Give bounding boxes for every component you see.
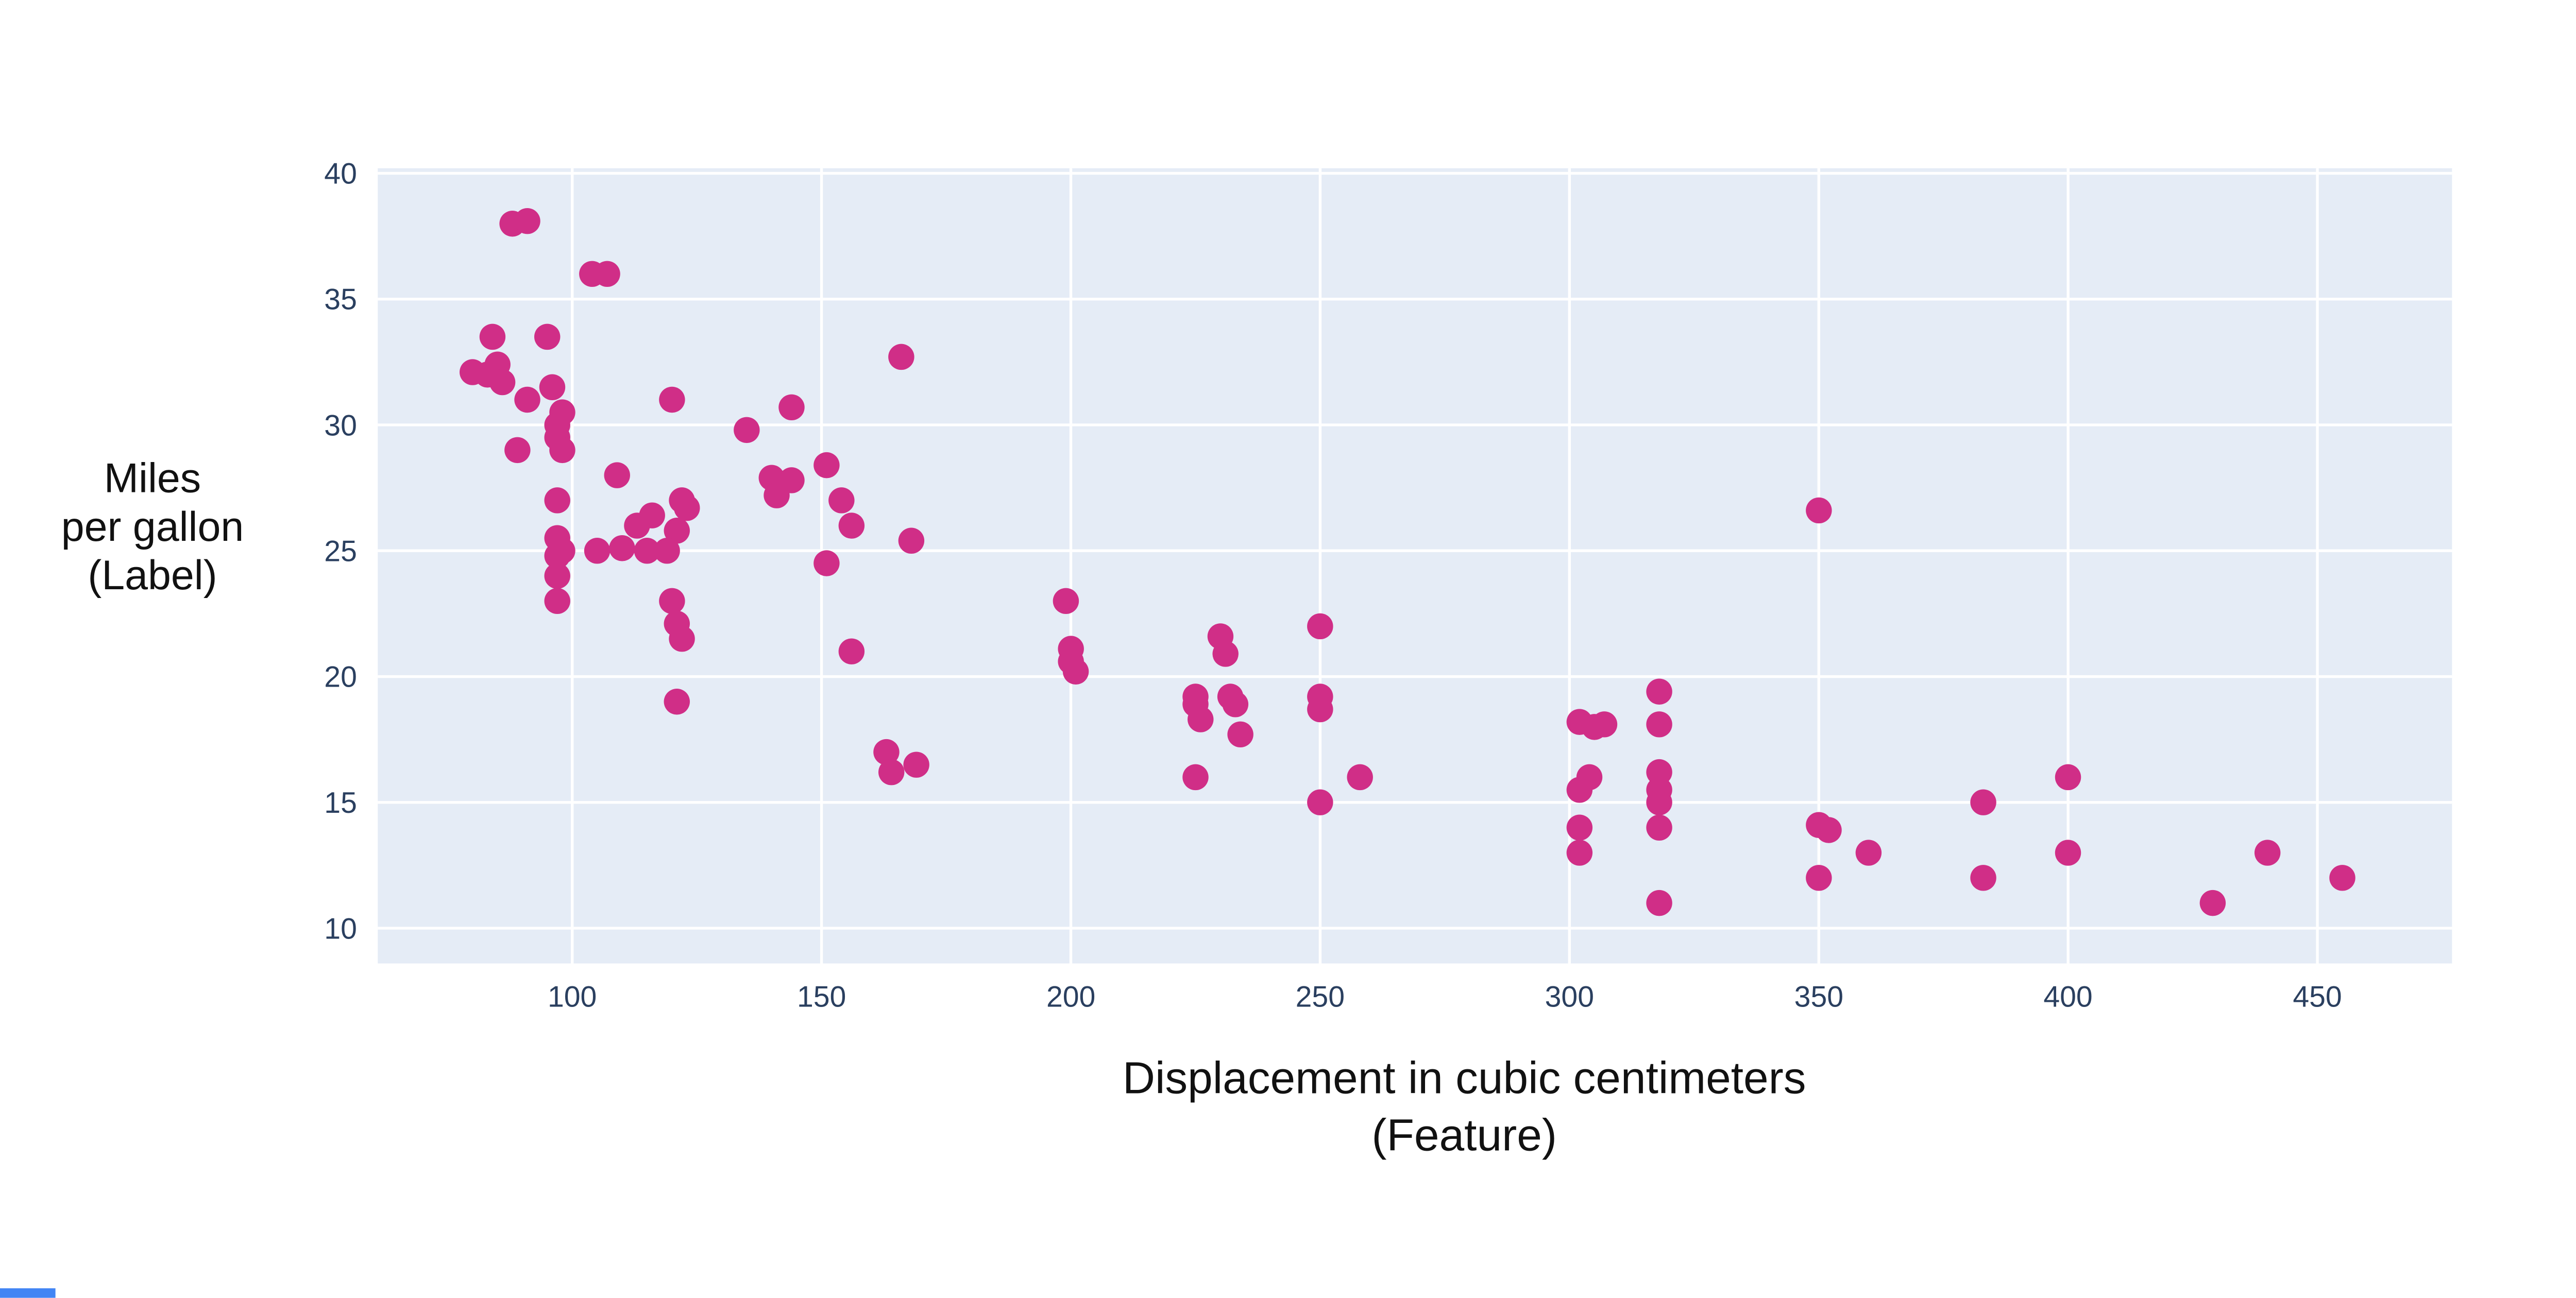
data-point (534, 323, 561, 350)
data-point (1566, 840, 1593, 866)
data-point (2199, 890, 2226, 916)
y-axis-title-line: per gallon (61, 504, 244, 550)
data-point (584, 538, 611, 564)
data-point (489, 369, 516, 396)
data-point (814, 452, 840, 479)
y-tick-label: 35 (324, 283, 357, 316)
plot-area (378, 168, 2452, 964)
y-tick-label: 25 (324, 535, 357, 568)
y-tick-label: 10 (324, 912, 357, 945)
x-tick-label: 150 (797, 981, 846, 1014)
data-point (1062, 658, 1089, 685)
y-tick-label: 40 (324, 158, 357, 191)
gridlines (378, 168, 2452, 964)
data-point (639, 502, 665, 528)
data-point (1646, 678, 1672, 705)
x-tick-label: 450 (2293, 981, 2342, 1014)
data-point (1307, 789, 1333, 815)
data-point (1646, 711, 1672, 738)
data-point (1307, 613, 1333, 640)
data-point (634, 538, 660, 564)
data-point (674, 494, 700, 521)
x-tick-labels: 100 150 200 250 300 350 400 450 (548, 981, 2342, 1014)
data-point (659, 386, 685, 413)
data-point (1347, 764, 1373, 791)
y-tick-label: 20 (324, 661, 357, 694)
data-point (514, 386, 540, 413)
x-tick-label: 350 (1794, 981, 1843, 1014)
data-point (504, 437, 531, 464)
x-tick-label: 400 (2043, 981, 2092, 1014)
y-axis-title-line: Miles (104, 455, 201, 502)
data-point (828, 487, 855, 514)
data-point (2254, 840, 2281, 866)
data-point (654, 538, 680, 564)
x-tick-label: 100 (548, 981, 597, 1014)
data-point (1806, 865, 1832, 891)
data-point (1646, 789, 1672, 815)
y-tick-label: 30 (324, 409, 357, 442)
x-tick-label: 250 (1296, 981, 1345, 1014)
data-point (669, 625, 695, 652)
data-point (1576, 764, 1603, 791)
data-point (1182, 764, 1209, 791)
data-point (544, 542, 570, 569)
data-point (1806, 497, 1832, 524)
data-point (1855, 840, 1882, 866)
data-point (514, 208, 540, 234)
x-axis-title: Displacement in cubic centimeters (Featur… (1123, 1053, 1806, 1160)
data-point (544, 588, 570, 614)
data-point (479, 323, 506, 350)
data-point (1307, 696, 1333, 723)
data-point (2055, 840, 2081, 866)
data-point (549, 437, 575, 464)
data-point (664, 518, 690, 544)
data-point (1816, 817, 1842, 843)
bottom-left-blue-bar (0, 1288, 56, 1298)
data-point (778, 467, 805, 493)
data-point (609, 535, 635, 561)
data-point (1188, 706, 1214, 732)
data-point (544, 487, 570, 514)
data-point (2329, 865, 2355, 891)
data-point (878, 759, 905, 785)
data-point (1227, 721, 1253, 748)
data-point (1566, 814, 1593, 841)
data-point (1970, 865, 1996, 891)
data-point (838, 638, 865, 664)
data-point (888, 344, 914, 370)
data-point (1591, 711, 1618, 738)
data-point (814, 550, 840, 576)
y-tick-label: 15 (324, 787, 357, 819)
data-point (604, 462, 630, 488)
scatter-points (460, 208, 2355, 916)
x-tick-label: 200 (1046, 981, 1095, 1014)
data-point (1646, 814, 1672, 841)
data-point (1646, 890, 1672, 916)
data-point (778, 394, 805, 421)
data-point (544, 562, 570, 589)
data-point (1970, 789, 1996, 815)
data-point (664, 689, 690, 715)
data-point (1222, 691, 1249, 718)
y-axis-title-line: (Label) (88, 552, 217, 599)
data-point (903, 752, 929, 778)
data-point (594, 261, 620, 287)
data-point (898, 527, 925, 554)
x-tick-label: 300 (1545, 981, 1594, 1014)
data-point (1053, 588, 1079, 614)
data-point (734, 417, 760, 443)
data-point (838, 513, 865, 539)
data-point (1212, 641, 1239, 667)
data-point (2055, 764, 2081, 791)
x-axis-title-line: (Feature) (1371, 1110, 1557, 1160)
x-axis-title-line: Displacement in cubic centimeters (1123, 1053, 1806, 1103)
data-point (873, 739, 900, 765)
data-point (659, 588, 685, 614)
y-tick-labels: 10 15 20 25 30 35 40 (324, 158, 357, 946)
data-point (539, 374, 566, 400)
